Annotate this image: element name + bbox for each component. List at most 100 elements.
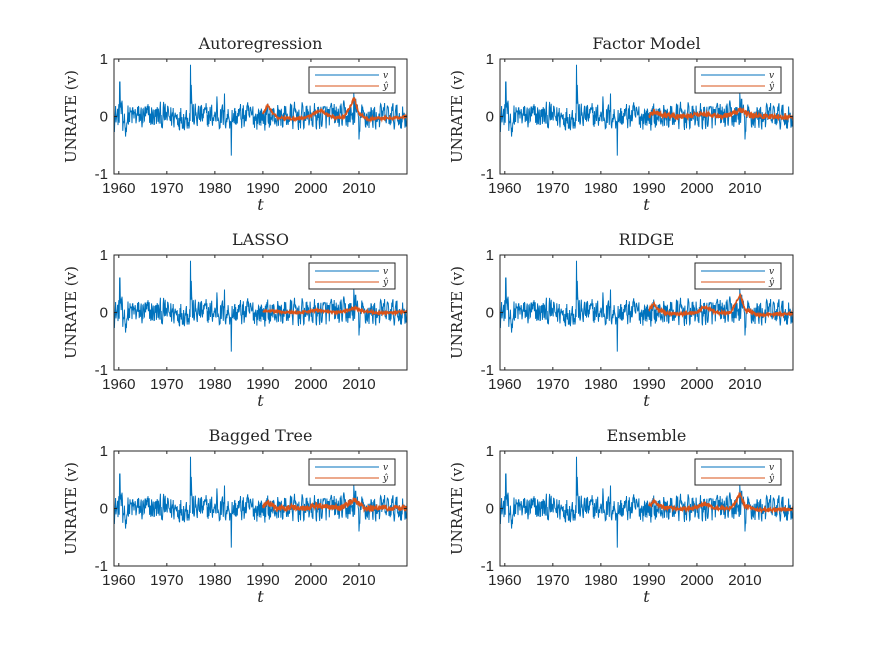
y-axis-label: UNRATE (v): [448, 70, 466, 163]
y-axis-label: UNRATE (v): [62, 266, 80, 359]
panel-title: Bagged Tree: [209, 426, 313, 445]
y-tick-label: 0: [486, 501, 494, 518]
y-tick-label: 0: [100, 109, 108, 126]
y-tick-label: -1: [481, 558, 494, 575]
series-yhat-line: [648, 106, 793, 122]
legend-box: [308, 66, 396, 94]
panel-bagged-tree: -1 0 1 1960 1970 1980 1990 2000 2010 Bagged Tree t…: [62, 426, 408, 606]
x-tick-label: 1980: [584, 572, 617, 589]
x-tick-label: 1980: [198, 180, 231, 197]
x-tick-label: 2000: [294, 376, 327, 393]
x-tick-label: 1990: [246, 376, 279, 393]
y-tick-label: 1: [486, 443, 494, 460]
panel-title: Factor Model: [592, 34, 700, 53]
legend-label-yhat: ŷ: [768, 473, 775, 484]
panel-title: RIDGE: [619, 230, 675, 249]
series-yhat-line: [648, 491, 793, 514]
x-tick-label: 1990: [632, 572, 665, 589]
x-tick-label: 1980: [584, 180, 617, 197]
x-tick-label: 2000: [680, 572, 713, 589]
x-tick-label: 1970: [536, 572, 569, 589]
y-tick-label: -1: [95, 362, 108, 379]
panel-autoregression: -1 0 1 1960 1970 1980 1990 2000 2010 Autoregressi…: [62, 34, 408, 214]
x-tick-label: 1960: [488, 180, 521, 197]
y-tick-label: -1: [95, 166, 108, 183]
panel-ensemble: -1 0 1 1960 1970 1980 1990 2000 2010 Ensemble t UNR…: [448, 426, 794, 606]
legend-label-yhat: ŷ: [382, 277, 389, 288]
legend: vŷ: [308, 262, 396, 290]
y-tick-label: 1: [486, 247, 494, 264]
x-tick-label: 2010: [728, 572, 761, 589]
legend: vŷ: [694, 66, 782, 94]
x-tick-label: 1970: [150, 180, 183, 197]
x-tick-label: 2000: [680, 376, 713, 393]
panel-title: Autoregression: [198, 34, 323, 53]
x-tick-label: 2010: [728, 180, 761, 197]
x-tick-label: 2010: [342, 376, 375, 393]
x-tick-label: 2010: [728, 376, 761, 393]
x-axis-label: t: [257, 587, 264, 606]
legend-label-v: v: [769, 267, 774, 277]
legend-label-yhat: ŷ: [382, 81, 389, 92]
x-tick-label: 1980: [198, 376, 231, 393]
legend: vŷ: [694, 262, 782, 290]
y-tick-label: -1: [481, 362, 494, 379]
legend-label-v: v: [769, 463, 774, 473]
series-yhat-line: [262, 97, 407, 124]
x-tick-label: 1980: [584, 376, 617, 393]
legend-label-v: v: [383, 71, 388, 81]
y-axis-label: UNRATE (v): [448, 462, 466, 555]
y-tick-label: 0: [486, 305, 494, 322]
x-tick-label: 1960: [488, 572, 521, 589]
series-v-line: [500, 64, 793, 156]
x-tick-label: 2000: [294, 572, 327, 589]
panel-title: Ensemble: [607, 426, 687, 445]
x-tick-label: 1960: [102, 572, 135, 589]
series-v-line: [114, 456, 407, 548]
panel-factor-model: -1 0 1 1960 1970 1980 1990 2000 2010 Factor Model…: [448, 34, 794, 214]
legend-label-v: v: [769, 71, 774, 81]
legend-box: [308, 458, 396, 486]
x-tick-label: 1990: [632, 180, 665, 197]
x-tick-label: 1980: [198, 572, 231, 589]
legend-label-v: v: [383, 463, 388, 473]
x-axis-label: t: [643, 391, 650, 410]
panel-ridge: -1 0 1 1960 1970 1980 1990 2000 2010 RIDGE t UNRATE…: [448, 230, 794, 410]
y-tick-label: 0: [486, 109, 494, 126]
x-tick-label: 2000: [680, 180, 713, 197]
y-tick-label: -1: [481, 166, 494, 183]
x-axis-label: t: [257, 391, 264, 410]
legend-label-yhat: ŷ: [382, 473, 389, 484]
x-tick-label: 2010: [342, 180, 375, 197]
legend-box: [694, 66, 782, 94]
x-axis-label: t: [643, 587, 650, 606]
series-yhat-line: [262, 304, 407, 317]
legend-box: [694, 262, 782, 290]
series-yhat-line: [648, 293, 793, 319]
y-tick-label: 0: [100, 501, 108, 518]
y-tick-label: 0: [100, 305, 108, 322]
panel-lasso: -1 0 1 1960 1970 1980 1990 2000 2010 LASSO t UNRATE…: [62, 230, 408, 410]
x-axis-label: t: [257, 195, 264, 214]
y-tick-label: 1: [100, 247, 108, 264]
series-yhat-line: [262, 497, 407, 513]
x-tick-label: 1970: [536, 376, 569, 393]
legend: vŷ: [694, 458, 782, 486]
x-tick-label: 1970: [150, 572, 183, 589]
x-tick-label: 2000: [294, 180, 327, 197]
x-tick-label: 1990: [632, 376, 665, 393]
x-tick-label: 1960: [102, 180, 135, 197]
y-tick-label: -1: [95, 558, 108, 575]
y-tick-label: 1: [100, 51, 108, 68]
x-tick-label: 1960: [488, 376, 521, 393]
y-axis-label: UNRATE (v): [62, 70, 80, 163]
legend: vŷ: [308, 458, 396, 486]
legend-label-yhat: ŷ: [768, 81, 775, 92]
legend-label-yhat: ŷ: [768, 277, 775, 288]
x-tick-label: 1990: [246, 572, 279, 589]
series-v-line: [500, 456, 793, 548]
y-tick-label: 1: [100, 443, 108, 460]
panel-title: LASSO: [232, 230, 289, 249]
x-tick-label: 2010: [342, 572, 375, 589]
